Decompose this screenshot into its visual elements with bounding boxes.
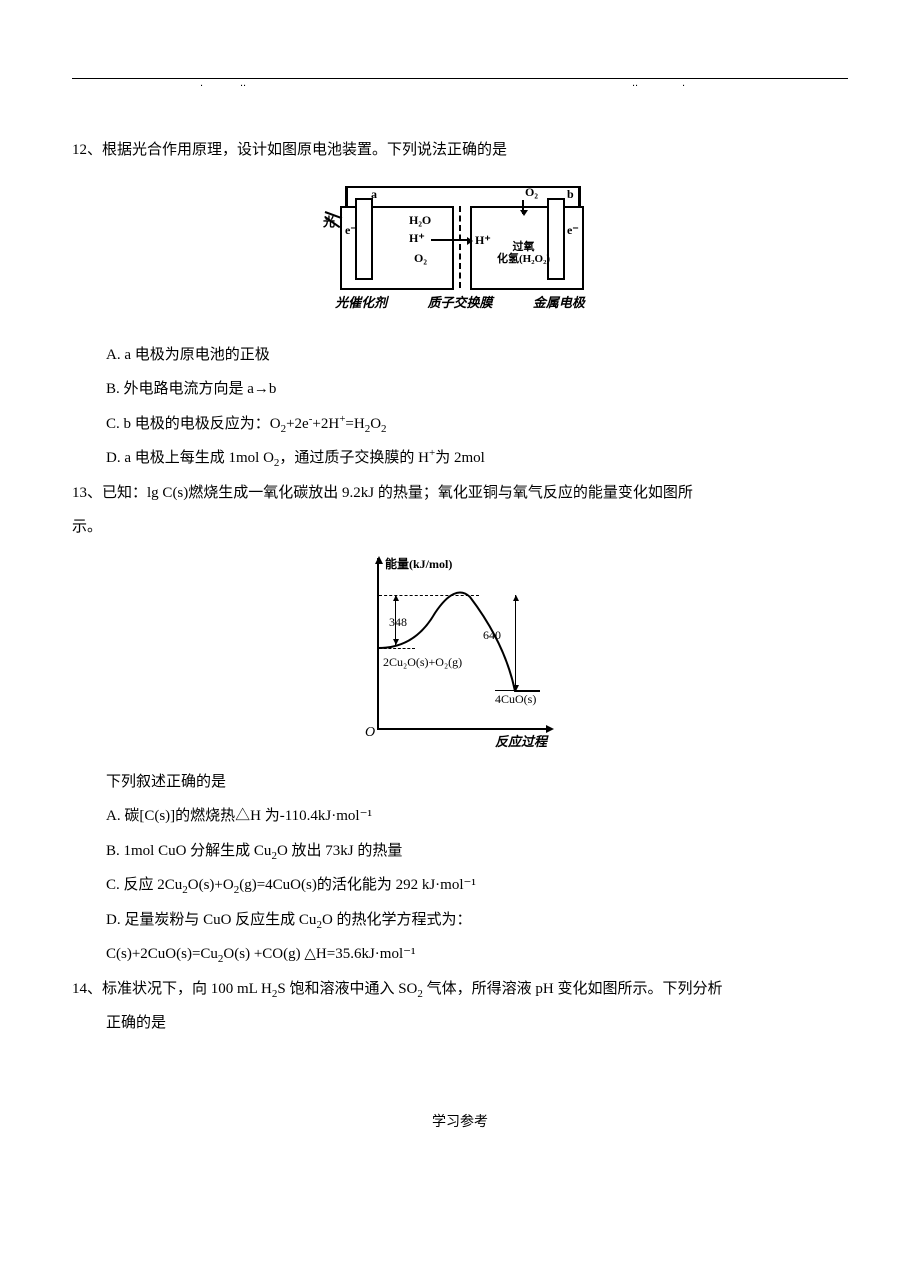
label-hplus-right: H⁺ [475,234,491,247]
q12-opt-c: C. b 电极的电极反应为：O2+2e-+2H+=H2O2 [72,407,848,442]
label-a: a [371,188,377,201]
product-label: 4CuO(s) [495,690,536,707]
q13-opt-c: C. 反应 2Cu2O(s)+O2(g)=4CuO(s)的活化能为 292 kJ… [72,868,848,903]
q13-opt-d-eq: C(s)+2CuO(s)=Cu2O(s) +CO(g) △H=35.6kJ·mo… [72,937,848,972]
electrode-b [547,198,565,280]
label-b: b [567,188,574,201]
reactant-label: 2Cu₂O(s)+O₂(g) [383,655,462,670]
label-electron-left: e⁻ [345,224,357,237]
label-light: 光 [323,216,335,229]
page-footer: 学习参考 [72,1111,848,1131]
q12-opt-d: D. a 电极上每生成 1mol O2，通过质子交换膜的 H+为 2mol [72,441,848,476]
header-dot: . [200,77,203,89]
origin-label: O [365,725,375,741]
label-membrane: 质子交换膜 [427,292,492,311]
label-h2o: H₂O [409,214,431,227]
energy-curve [355,553,565,748]
q13-opt-d: D. 足量炭粉与 CuO 反应生成 Cu2O 的热化学方程式为： [72,903,848,938]
energy-diagram: 能量(kJ/mol) 348 640 2Cu₂O(s)+O₂(g) 4CuO(s… [355,553,565,748]
q13-number: 13、 [72,485,102,501]
value-348: 348 [389,615,407,630]
label-peroxide: 过氧化氢(H₂O₂) [497,241,550,265]
label-electron-right: e⁻ [567,224,579,237]
arrow-640 [515,595,516,691]
electrode-a [355,198,373,280]
q13-stem-line2: 示。 [72,510,848,545]
q14-number: 14、 [72,981,102,997]
figure-bottom-labels: 光催化剂 质子交换膜 金属电极 [315,292,605,311]
x-axis-label: 反应过程 [495,731,547,750]
q13-figure: 能量(kJ/mol) 348 640 2Cu₂O(s)+O₂(g) 4CuO(s… [72,553,848,753]
q12-figure: a b O₂ 光 e⁻ e⁻ H₂O H⁺ H⁺ O₂ 过氧化氢(H₂O₂) 光… [72,176,848,326]
header-dot: .. [632,77,638,89]
label-hplus-left: H⁺ [409,232,425,245]
o2-arrow [522,200,524,214]
label-metal-electrode: 金属电极 [533,292,585,311]
proton-exchange-membrane [459,206,461,288]
label-photocatalyst: 光催化剂 [335,292,387,311]
reactant-dashline [379,648,415,649]
q12-opt-a: A. a 电极为原电池的正极 [72,338,848,373]
q12-opt-b: B. 外电路电流方向是 a→b [72,372,848,407]
header-dot: . [682,77,685,89]
electrochemical-cell-diagram: a b O₂ 光 e⁻ e⁻ H₂O H⁺ H⁺ O₂ 过氧化氢(H₂O₂) 光… [315,176,605,321]
q12-number: 12、 [72,142,102,158]
q12-text: 根据光合作用原理，设计如图原电池装置。下列说法正确的是 [102,142,507,158]
value-640: 640 [483,628,501,643]
y-axis-label: 能量(kJ/mol) [385,555,452,572]
label-o2-inner: O₂ [414,252,427,265]
proton-arrow [431,239,471,241]
header-dot: .. [240,77,246,89]
q12-stem: 12、根据光合作用原理，设计如图原电池装置。下列说法正确的是 [72,133,848,168]
q13-opt-a: A. 碳[C(s)]的燃烧热△H 为-110.4kJ·mol⁻¹ [72,799,848,834]
q13-stem-line1: 13、已知：lg C(s)燃烧生成一氧化碳放出 9.2kJ 的热量；氧化亚铜与氧… [72,476,848,511]
label-o2: O₂ [525,186,538,199]
q13-text1: 已知：lg C(s)燃烧生成一氧化碳放出 9.2kJ 的热量；氧化亚铜与氧气反应… [102,485,693,501]
q13-lead: 下列叙述正确的是 [72,765,848,800]
q14-stem-line2: 正确的是 [72,1006,848,1041]
header-rule: . .. .. . [72,78,848,93]
q14-stem-line1: 14、标准状况下，向 100 mL H2S 饱和溶液中通入 SO2 气体，所得溶… [72,972,848,1007]
q13-opt-b: B. 1mol CuO 分解生成 Cu2O 放出 73kJ 的热量 [72,834,848,869]
exam-page: . .. .. . 12、根据光合作用原理，设计如图原电池装置。下列说法正确的是… [0,0,920,1171]
